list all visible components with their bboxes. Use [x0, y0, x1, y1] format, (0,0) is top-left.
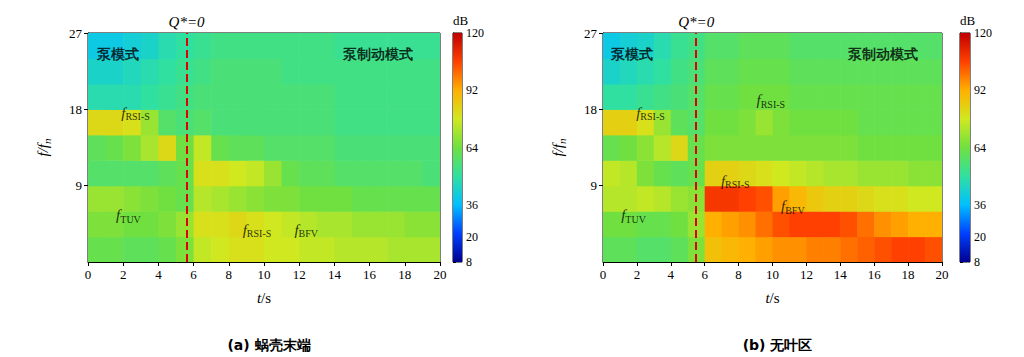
svg-text:120: 120 — [974, 26, 992, 40]
svg-text:RSI-S: RSI-S — [125, 111, 149, 122]
svg-text:(a) 蜗壳末端: (a) 蜗壳末端 — [227, 337, 310, 353]
svg-text:f: f — [720, 172, 726, 189]
svg-text:18: 18 — [902, 267, 915, 282]
svg-text:20: 20 — [974, 230, 986, 244]
svg-text:4: 4 — [668, 267, 675, 282]
svg-text:RSI-S: RSI-S — [640, 111, 664, 122]
svg-text:t: t — [765, 289, 770, 306]
svg-text:f: f — [621, 207, 626, 224]
svg-text:16: 16 — [868, 267, 882, 282]
svg-text:10: 10 — [258, 267, 271, 282]
svg-text:f: f — [781, 198, 786, 214]
svg-text:20: 20 — [936, 267, 949, 282]
svg-text:27: 27 — [584, 26, 598, 41]
svg-text:16: 16 — [363, 267, 377, 282]
svg-text:Q*=0: Q*=0 — [678, 14, 714, 30]
svg-text:dB: dB — [960, 13, 976, 28]
svg-text:0: 0 — [600, 267, 607, 282]
svg-text:27: 27 — [69, 26, 83, 41]
svg-text:f/f: f/f — [34, 144, 51, 157]
svg-text:n: n — [556, 138, 568, 144]
svg-text:14: 14 — [834, 267, 848, 282]
svg-text:2: 2 — [634, 267, 641, 282]
svg-text:9: 9 — [591, 178, 598, 193]
svg-text:f/f: f/f — [549, 144, 566, 157]
svg-text:BFV: BFV — [785, 205, 805, 216]
svg-text:10: 10 — [766, 267, 779, 282]
svg-text:36: 36 — [466, 198, 478, 212]
svg-text:RSI-S: RSI-S — [247, 228, 271, 239]
svg-text:6: 6 — [190, 267, 197, 282]
svg-text:4: 4 — [155, 267, 162, 282]
svg-text:6: 6 — [701, 267, 708, 282]
svg-text:20: 20 — [434, 267, 447, 282]
svg-text:n: n — [41, 138, 53, 144]
svg-text:(b) 无叶区: (b) 无叶区 — [743, 337, 813, 353]
svg-text:92: 92 — [466, 83, 478, 97]
svg-text:f: f — [756, 92, 761, 108]
svg-text:120: 120 — [466, 26, 484, 40]
svg-text:/s: /s — [261, 290, 271, 306]
svg-text:36: 36 — [974, 198, 986, 212]
svg-text:8: 8 — [466, 255, 472, 269]
svg-text:TUV: TUV — [625, 214, 646, 225]
svg-text:dB: dB — [453, 13, 469, 28]
svg-text:8: 8 — [226, 267, 233, 282]
svg-text:92: 92 — [974, 83, 986, 97]
svg-text:64: 64 — [974, 141, 986, 155]
svg-text:14: 14 — [328, 267, 342, 282]
svg-text:泵制动模式: 泵制动模式 — [342, 46, 413, 62]
svg-text:泵模式: 泵模式 — [96, 46, 139, 62]
svg-text:Q*=0: Q*=0 — [169, 14, 205, 30]
svg-text:12: 12 — [293, 267, 306, 282]
svg-text:泵模式: 泵模式 — [610, 46, 653, 62]
svg-text:f: f — [636, 104, 641, 121]
svg-text:f: f — [116, 207, 121, 224]
svg-text:t: t — [256, 289, 262, 306]
svg-text:2: 2 — [120, 267, 127, 282]
svg-text:18: 18 — [69, 102, 82, 117]
svg-text:RSI-S: RSI-S — [725, 179, 749, 190]
svg-text:TUV: TUV — [120, 214, 141, 225]
svg-text:泵制动模式: 泵制动模式 — [847, 46, 918, 62]
svg-text:RSI-S: RSI-S — [761, 99, 785, 110]
svg-text:f: f — [294, 221, 299, 238]
svg-text:18: 18 — [584, 102, 597, 117]
svg-text:f: f — [242, 221, 247, 238]
svg-text:f: f — [121, 104, 126, 121]
svg-text:12: 12 — [800, 267, 813, 282]
svg-text:8: 8 — [735, 267, 742, 282]
svg-text:20: 20 — [466, 230, 478, 244]
svg-text:9: 9 — [76, 178, 83, 193]
svg-text:18: 18 — [398, 267, 411, 282]
svg-text:8: 8 — [974, 255, 980, 269]
svg-text:0: 0 — [85, 267, 92, 282]
svg-text:/s: /s — [770, 290, 780, 306]
svg-text:64: 64 — [466, 141, 478, 155]
svg-text:BFV: BFV — [299, 228, 319, 239]
